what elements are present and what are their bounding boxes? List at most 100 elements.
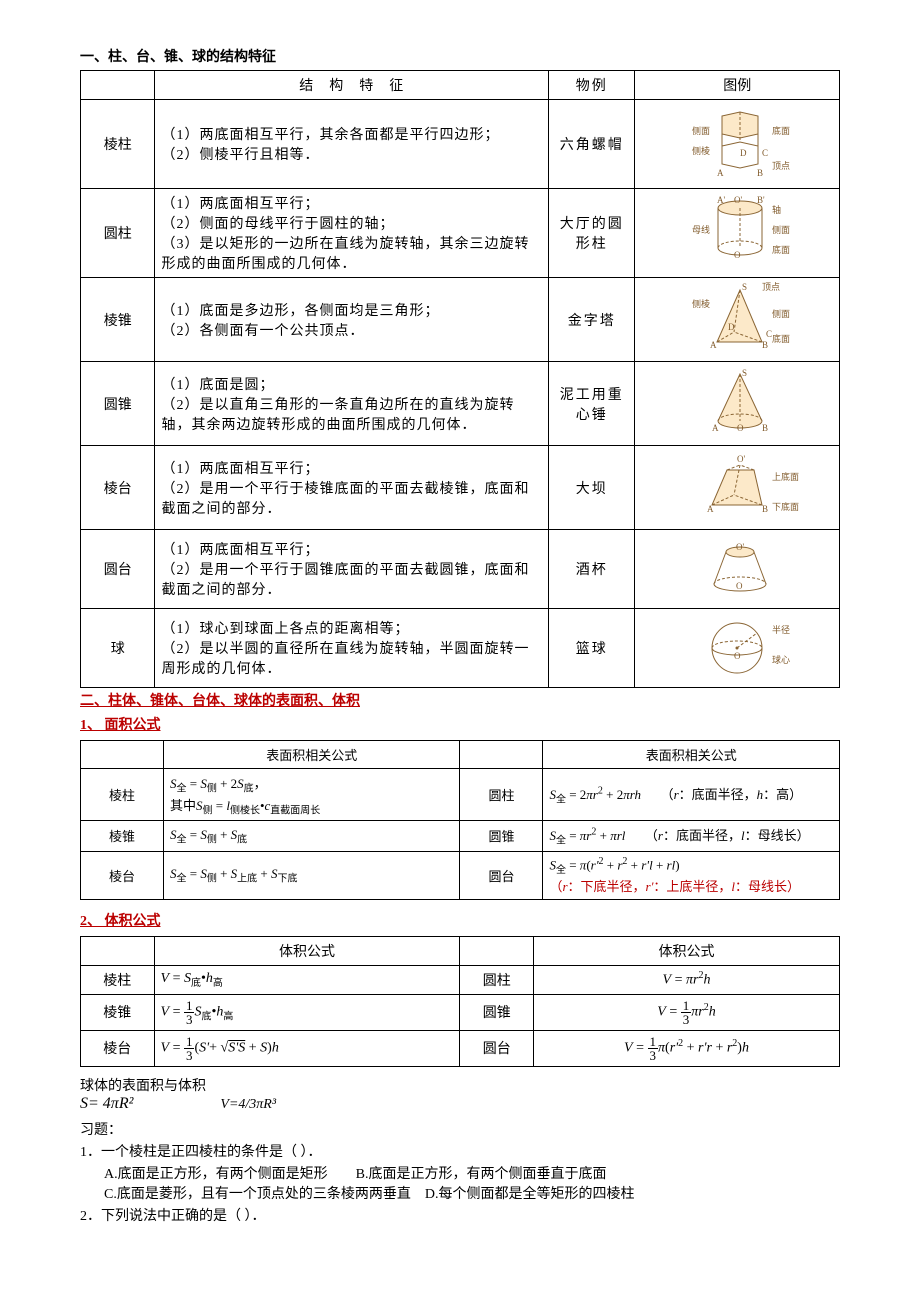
pyramid-icon: S AB CD 顶点 侧棱 侧面 底面 (662, 282, 812, 357)
area-lname-1: 棱锥 (81, 821, 164, 852)
row-cylinder: 圆柱 （1）两底面相互平行； （2）侧面的母线平行于圆柱的轴； （3）是以矩形的… (81, 189, 840, 278)
header-feature: 结 构 特 征 (155, 71, 549, 100)
obj-sphere: 篮球 (549, 609, 635, 688)
feat-prism: （1）两底面相互平行，其余各面都是平行四边形； （2）侧棱平行且相等． (155, 100, 549, 189)
svg-text:A: A (710, 340, 717, 350)
q1-opts: A.底面是正方形，有两个侧面是矩形 B.底面是正方形，有两个侧面垂直于底面 C.… (80, 1163, 840, 1203)
volume-table: 体积公式 体积公式 棱柱 V = S底•h高 圆柱 V = πr2h 棱锥 V … (80, 936, 840, 1067)
diagram-sphere: O 半径 球心 (635, 609, 840, 688)
svg-text:B: B (762, 423, 768, 433)
svg-text:A: A (717, 168, 724, 178)
diagram-cylinder: O' O A' B' 母线 轴 侧面 底面 (635, 189, 840, 278)
svg-text:O: O (734, 250, 741, 260)
cylinder-icon: O' O A' B' 母线 轴 侧面 底面 (662, 193, 812, 273)
area-table: 表面积相关公式 表面积相关公式 棱柱 S全 = S侧 + 2S底，其中S侧 = … (80, 740, 840, 900)
vol-h2: 体积公式 (154, 936, 460, 965)
area-h4: 表面积相关公式 (543, 741, 840, 769)
q2: 2．下列说法中正确的是（ ）． (80, 1205, 840, 1225)
feat-cone: （1）底面是圆； （2）是以直角三角形的一条直角边所在的直线为旋转轴，其余两边旋… (155, 362, 549, 446)
svg-text:侧面: 侧面 (772, 308, 790, 319)
svg-text:O: O (736, 581, 743, 591)
svg-text:侧棱: 侧棱 (692, 145, 710, 156)
row-cone: 圆锥 （1）底面是圆； （2）是以直角三角形的一条直角边所在的直线为旋转轴，其余… (81, 362, 840, 446)
area-subtitle: 1、 面积公式 (80, 714, 840, 734)
svg-text:O: O (734, 651, 741, 661)
row-sphere: 球 （1）球心到球面上各点的距离相等； （2）是以半圆的直径所在直线为旋转轴，半… (81, 609, 840, 688)
area-rf-2: S全 = π(r'2 + r2 + r'l + rl)（r：下底半径，r'：上底… (543, 851, 840, 899)
prism-icon: 侧面 底面 侧棱 顶点 AB CD (662, 104, 812, 184)
frustum-cone-icon: O' O (662, 534, 812, 604)
svg-text:半径: 半径 (772, 624, 790, 635)
row-pyramid: 棱锥 （1）底面是多边形，各侧面均是三角形； （2）各侧面有一个公共顶点． 金字… (81, 278, 840, 362)
vol-lf-1: V = 13S底•h高 (154, 994, 460, 1030)
svg-text:侧面: 侧面 (692, 125, 710, 136)
diagram-frustum-prism: O' AB 上底面 下底面 (635, 446, 840, 530)
feat-cyl: （1）两底面相互平行； （2）侧面的母线平行于圆柱的轴； （3）是以矩形的一边所… (155, 189, 549, 278)
area-h3 (460, 741, 543, 769)
svg-text:O': O' (737, 454, 745, 464)
vol-ln-2: 棱台 (81, 1030, 155, 1066)
feat-pyr: （1）底面是多边形，各侧面均是三角形； （2）各侧面有一个公共顶点． (155, 278, 549, 362)
sphere-area: S= 4πR² (80, 1095, 133, 1112)
vol-rn-2: 圆台 (460, 1030, 534, 1066)
name-sphere: 球 (81, 609, 155, 688)
vol-h4: 体积公式 (534, 936, 840, 965)
area-lname-0: 棱柱 (81, 769, 164, 821)
svg-text:A: A (712, 423, 719, 433)
area-rf-1: S全 = πr2 + πrl （r：底面半径，l：母线长） (543, 821, 840, 852)
vol-row-1: 棱锥 V = 13S底•h高 圆锥 V = 13πr2h (81, 994, 840, 1030)
structure-table: 结 构 特 征 物例 图例 棱柱 （1）两底面相互平行，其余各面都是平行四边形；… (80, 70, 840, 688)
area-row-1: 棱锥 S全 = S侧 + S底 圆锥 S全 = πr2 + πrl （r：底面半… (81, 821, 840, 852)
vol-rn-0: 圆柱 (460, 965, 534, 994)
section1-title: 一、柱、台、锥、球的结构特征 (80, 46, 840, 66)
vol-row-2: 棱台 V = 13(S'+ √S'S + S)h 圆台 V = 13π(r'2 … (81, 1030, 840, 1066)
area-rf-0: S全 = 2πr2 + 2πrh （r：底面半径，h：高） (543, 769, 840, 821)
feat-frustp: （1）两底面相互平行； （2）是用一个平行于棱锥底面的平面去截棱锥，底面和截面之… (155, 446, 549, 530)
vol-rf-0: V = πr2h (534, 965, 840, 994)
row-frustum-cone: 圆台 （1）两底面相互平行； （2）是用一个平行于圆锥底面的平面去截圆锥，底面和… (81, 530, 840, 609)
svg-text:顶点: 顶点 (762, 282, 780, 292)
svg-text:侧面: 侧面 (772, 224, 790, 235)
row-frustum-prism: 棱台 （1）两底面相互平行； （2）是用一个平行于棱锥底面的平面去截棱锥，底面和… (81, 446, 840, 530)
diagram-cone: S AB O (635, 362, 840, 446)
svg-text:底面: 底面 (772, 244, 790, 255)
area-row-0: 棱柱 S全 = S侧 + 2S底，其中S侧 = l侧棱长•c直截面周长 圆柱 S… (81, 769, 840, 821)
area-h2: 表面积相关公式 (163, 741, 460, 769)
sphere-formulas-title: 球体的表面积与体积 (80, 1075, 840, 1095)
exercises: 习题： 1．一个棱柱是正四棱柱的条件是（ ）． A.底面是正方形，有两个侧面是矩… (80, 1119, 840, 1225)
svg-text:A': A' (717, 195, 725, 205)
vol-subtitle: 2、 体积公式 (80, 910, 840, 930)
header-image: 图例 (635, 71, 840, 100)
svg-text:母线: 母线 (692, 224, 710, 235)
name-pyr: 棱锥 (81, 278, 155, 362)
svg-text:B: B (757, 168, 763, 178)
svg-text:S: S (742, 282, 747, 292)
header-object: 物例 (549, 71, 635, 100)
area-rname-0: 圆柱 (460, 769, 543, 821)
svg-text:轴: 轴 (772, 204, 781, 215)
vol-ln-1: 棱锥 (81, 994, 155, 1030)
obj-cone: 泥工用重心锤 (549, 362, 635, 446)
svg-text:B': B' (757, 195, 765, 205)
svg-text:O': O' (734, 195, 742, 205)
q1: 1．一个棱柱是正四棱柱的条件是（ ）． (80, 1141, 840, 1161)
vol-h1 (81, 936, 155, 965)
name-frustp: 棱台 (81, 446, 155, 530)
name-frustc: 圆台 (81, 530, 155, 609)
row-prism: 棱柱 （1）两底面相互平行，其余各面都是平行四边形； （2）侧棱平行且相等． 六… (81, 100, 840, 189)
vol-lf-2: V = 13(S'+ √S'S + S)h (154, 1030, 460, 1066)
feat-sphere: （1）球心到球面上各点的距离相等； （2）是以半圆的直径所在直线为旋转轴，半圆面… (155, 609, 549, 688)
vol-rn-1: 圆锥 (460, 994, 534, 1030)
obj-frustp: 大坝 (549, 446, 635, 530)
cone-icon: S AB O (662, 366, 812, 441)
area-lf-1: S全 = S侧 + S底 (163, 821, 460, 852)
vol-lf-0: V = S底•h高 (154, 965, 460, 994)
obj-pyr: 金字塔 (549, 278, 635, 362)
area-row-2: 棱台 S全 = S侧 + S上底 + S下底 圆台 S全 = π(r'2 + r… (81, 851, 840, 899)
name-cone: 圆锥 (81, 362, 155, 446)
diagram-pyramid: S AB CD 顶点 侧棱 侧面 底面 (635, 278, 840, 362)
diagram-frustum-cone: O' O (635, 530, 840, 609)
svg-text:下底面: 下底面 (772, 501, 799, 512)
sphere-icon: O 半径 球心 (662, 613, 812, 683)
area-lf-2: S全 = S侧 + S上底 + S下底 (163, 851, 460, 899)
